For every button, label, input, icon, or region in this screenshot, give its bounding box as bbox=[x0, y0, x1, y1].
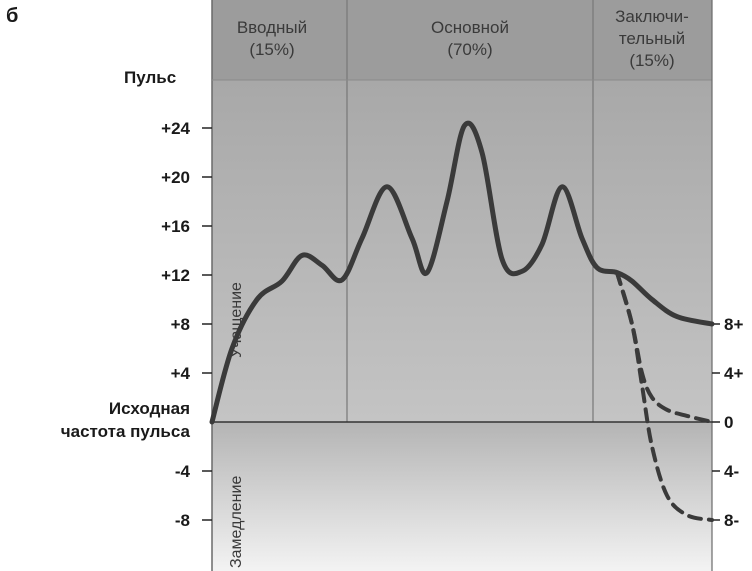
left-tick-label: +16 bbox=[161, 217, 190, 236]
left-axis-ticks: +24 +20 +16 +12 +8 +4 -4 -8 bbox=[161, 119, 212, 530]
left-tick-label: +24 bbox=[161, 119, 190, 138]
phase-intro-share: (15%) bbox=[249, 40, 294, 59]
phase-main-share: (70%) bbox=[447, 40, 492, 59]
series-line-dashed bbox=[615, 270, 714, 522]
panel-label: б bbox=[6, 5, 18, 27]
right-tick-label: 8+ bbox=[724, 315, 743, 334]
right-axis-ticks: 8+ 4+ 0 4- 8- bbox=[712, 315, 743, 530]
region-label-up: Учащение bbox=[228, 282, 245, 358]
series-layer bbox=[209, 120, 715, 522]
header-band bbox=[212, 0, 712, 80]
left-tick-label: +12 bbox=[161, 266, 190, 285]
baseline-label-2: частота пульса bbox=[61, 422, 191, 441]
right-tick-label: 8- bbox=[724, 511, 739, 530]
left-tick-label: +8 bbox=[171, 315, 190, 334]
left-tick-label: -8 bbox=[175, 511, 190, 530]
right-tick-label: 0 bbox=[724, 413, 733, 432]
phase-main-name: Основной bbox=[431, 18, 509, 37]
phase-final-share: (15%) bbox=[629, 51, 674, 70]
region-label-down: Замедление bbox=[228, 476, 245, 568]
left-tick-label: +20 bbox=[161, 168, 190, 187]
y-axis-label: Пульс bbox=[124, 68, 176, 87]
phase-final-name-1: Заключи- bbox=[615, 7, 689, 26]
lower-region bbox=[212, 422, 712, 571]
right-tick-label: 4- bbox=[724, 462, 739, 481]
baseline-label-1: Исходная bbox=[109, 399, 190, 418]
phase-final-name-2: тельный bbox=[619, 29, 685, 48]
left-tick-label: -4 bbox=[175, 462, 191, 481]
phase-intro-name: Вводный bbox=[237, 18, 307, 37]
left-tick-label: +4 bbox=[171, 364, 191, 383]
right-tick-label: 4+ bbox=[724, 364, 743, 383]
